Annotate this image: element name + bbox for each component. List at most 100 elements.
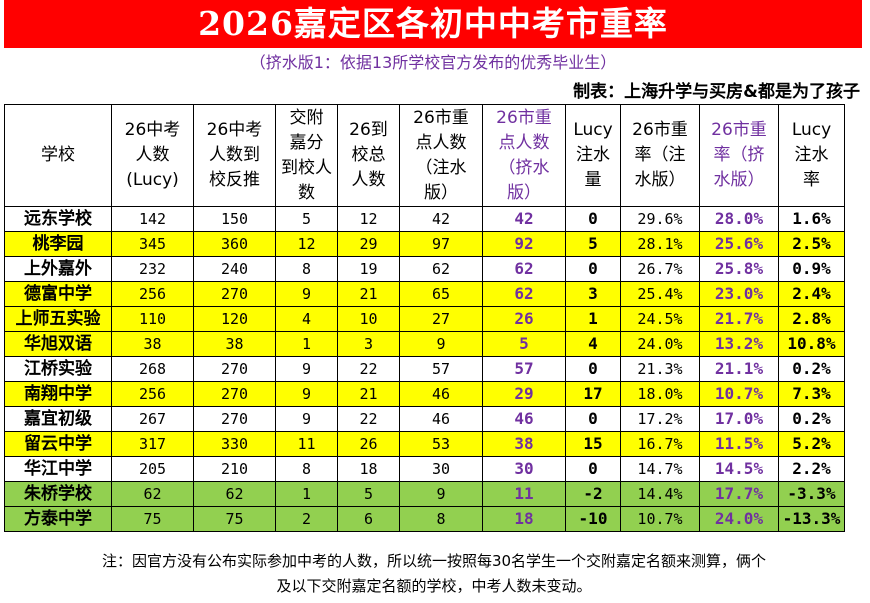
table-row: 方泰中学 75 75 2 6 8 18 -10 10.7% 24.0% -13.3% [4,506,845,532]
table-cell: 25.6% [699,231,779,257]
score-table: 学校 26中考 人数 (Lucy) 26中考 人数到 校反推 交附 嘉分 到校人数 26到 校总 人数 2… [4,104,845,532]
table-cell: 10 [337,306,400,332]
table-cell: 25.8% [699,256,779,282]
column-header-line: 26中考 [206,120,263,140]
column-header-line: 26市重 [496,107,552,128]
table-cell: 210 [193,456,276,482]
column-header: 26市重 率（注 水版） [620,104,700,207]
column-header: 26市重 率（挤 水版） [699,104,779,207]
column-header: 26到 校总 人数 [337,104,400,207]
column-header-line: 率（注 [634,145,686,165]
table-cell: 2.4% [778,281,845,307]
table-cell: 10.8% [778,331,845,357]
table-cell: 9 [275,281,338,307]
column-header: Lucy 注水率 [778,104,845,207]
table-cell: 23.0% [699,281,779,307]
table-cell: 10.7% [699,381,779,407]
column-header: 26中考人数到校反推 [193,104,276,207]
table-row: 嘉宜初级 267 270 9 22 46 46 0 17.2% 17.0% 0.2% [4,406,845,432]
table-cell: 270 [193,406,276,432]
column-header-line: 26到 [349,120,388,140]
column-header-line: （注水 [415,157,467,178]
table-cell: 11 [275,431,338,457]
table-cell: 9 [399,481,483,507]
column-header-line: （挤水 [498,157,550,178]
column-header: Lucy 注水量 [565,104,621,207]
table-cell: 2.5% [778,231,845,257]
column-header-line: 注水 [576,145,610,165]
table-cell: 15 [565,431,621,457]
table-cell: 12 [275,231,338,257]
column-header-line: 嘉分 [289,132,324,153]
column-header-line: Lucy [573,120,613,140]
table-body: 远东学校 142 150 5 12 42 42 0 29.6% 28.0% 1.6% 桃李园 345 36… [4,206,845,532]
table-cell: 24.0% [699,506,779,532]
table-row: 华江中学 205 210 8 18 30 30 0 14.7% 14.5% 2.2% [4,456,845,482]
school-name-cell: 远东学校 [4,206,112,232]
school-name-cell: 华旭双语 [4,331,112,357]
school-name-cell: 方泰中学 [4,506,112,532]
table-cell: 16.7% [620,431,700,457]
table-header-row: 学校 26中考 人数 (Lucy) 26中考 人数到 校反推 交附 嘉分 到校人数 26到 校总 人数 2… [4,104,845,207]
table-cell: -10 [565,506,621,532]
table-row: 桃李园 345 360 12 29 97 92 5 28.1% 25.6% 2.5% [4,231,845,257]
table-row: 华旭双语 38 38 1 3 9 5 4 24.0% 13.2% 10.8% [4,331,845,357]
table-cell: 38 [482,431,566,457]
table-cell: 29 [482,381,566,407]
table-cell: 2.2% [778,456,845,482]
table-cell: 9 [275,406,338,432]
column-header-line: 注水 [794,145,829,165]
column-header-line: 26中考 [124,120,181,140]
table-cell: 5 [275,206,338,232]
table-cell: 92 [482,231,566,257]
table-cell: 5 [482,331,566,357]
table-cell: 26 [482,306,566,332]
school-name-cell: 江桥实验 [4,356,112,382]
table-cell: 24.0% [620,331,700,357]
school-name-cell: 上外嘉外 [4,256,112,282]
column-header-line: 校反推 [209,170,260,190]
footnote-line: 及以下交附嘉定名额的学校，中考人数未变动。 [276,577,592,595]
table-cell: 0 [565,356,621,382]
table-cell: 17.7% [699,481,779,507]
table-cell: 30 [482,456,566,482]
column-header-line: 水版） [634,170,686,190]
school-name-cell: 嘉宜初级 [4,406,112,432]
table-row: 南翔中学 256 270 9 21 46 29 17 18.0% 10.7% 7.3% [4,381,845,407]
table-cell: 4 [275,306,338,332]
table-cell: 24.5% [620,306,700,332]
table-cell: 0 [565,256,621,282]
table-cell: 142 [111,206,194,232]
table-cell: 22 [337,356,400,382]
table-cell: 2 [275,506,338,532]
table-cell: 29.6% [620,206,700,232]
column-header-line: 人数到 [209,145,260,165]
column-header-line: 学校 [41,145,75,165]
table-row: 德富中学 256 270 9 21 65 62 3 25.4% 23.0% 2.4% [4,281,845,307]
table-cell: 10.7% [620,506,700,532]
table-cell: 6 [337,506,400,532]
table-cell: 205 [111,456,194,482]
table-cell: 17 [565,381,621,407]
table-cell: 9 [399,331,483,357]
table-cell: 270 [193,356,276,382]
subtitle: （挤水版1：依据13所学校官方发布的优秀毕业生） [249,53,617,72]
table-row: 上外嘉外 232 240 8 19 62 62 0 26.7% 25.8% 0.9% [4,256,845,282]
table-cell: 330 [193,431,276,457]
column-header-line: 到校人 [281,157,332,178]
page-title: 2026嘉定区各初中中考市重率 [4,0,862,48]
table-cell: 57 [399,356,483,382]
table-cell: 2.8% [778,306,845,332]
table-cell: 65 [399,281,483,307]
table-cell: 38 [193,331,276,357]
table-cell: 62 [482,281,566,307]
table-row: 朱桥学校 62 62 1 5 9 11 -2 14.4% 17.7% -3.3% [4,481,845,507]
column-header: 26市重 点人数 （注水 版） [399,104,483,207]
table-cell: 120 [193,306,276,332]
table-cell: 97 [399,231,483,257]
table-cell: 17.0% [699,406,779,432]
school-name-cell: 德富中学 [4,281,112,307]
column-header-line: 水版） [713,170,765,190]
column-header-line: 点人数 [415,132,467,153]
table-cell: 21.7% [699,306,779,332]
